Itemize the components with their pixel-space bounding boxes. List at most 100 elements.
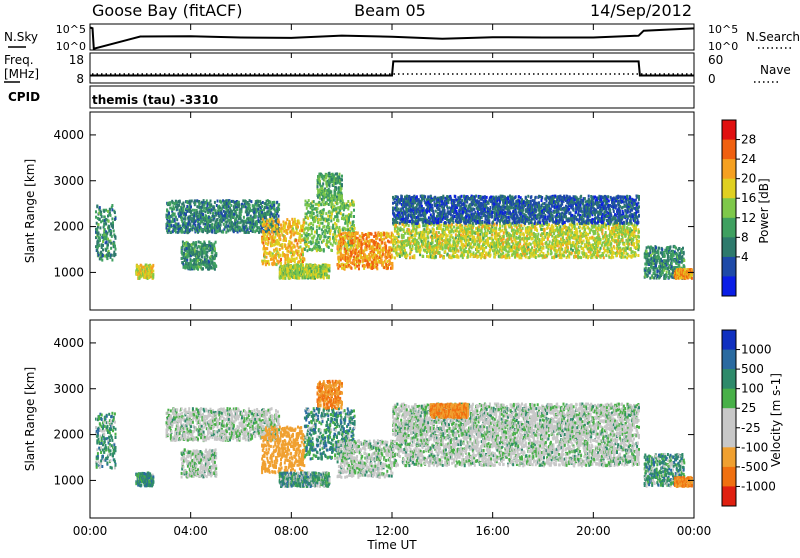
power-cell [321, 228, 323, 231]
power-cell [291, 232, 293, 235]
power-cell [439, 251, 441, 254]
power-cell [403, 246, 405, 249]
power-cell [298, 222, 300, 225]
power-cell [433, 229, 435, 232]
power-cell [109, 208, 111, 211]
power-cell [344, 236, 346, 239]
power-cell [256, 229, 258, 232]
power-cell [330, 216, 332, 219]
power-cell [278, 221, 280, 224]
power-cell [196, 211, 198, 214]
power-cell [112, 226, 114, 229]
power-cell [341, 267, 343, 270]
power-cell [112, 221, 114, 224]
power-cell [481, 247, 483, 250]
power-cell [98, 223, 100, 226]
power-cell [449, 244, 451, 247]
power-cell [294, 246, 296, 249]
power-cell [312, 227, 314, 230]
power-cell [334, 193, 336, 196]
power-cell [399, 255, 401, 258]
power-cell [317, 214, 319, 217]
power-cell [111, 259, 113, 262]
power-cell [353, 215, 355, 218]
power-cell [329, 269, 331, 272]
power-cell [494, 249, 496, 252]
power-cell [435, 255, 437, 258]
power-cell [414, 237, 416, 240]
power-cell [394, 256, 396, 259]
power-cell [452, 252, 454, 255]
power-cell [107, 244, 109, 247]
power-cell [331, 178, 333, 181]
power-cell [340, 247, 342, 250]
power-cell [437, 248, 439, 251]
cpid-text: themis (tau) -3310 [92, 93, 218, 107]
power-cell [342, 232, 344, 235]
power-cell [427, 243, 429, 246]
power-cell [283, 230, 285, 233]
power-cell [349, 222, 351, 225]
power-cell [352, 251, 354, 254]
power-cell [495, 227, 497, 230]
power-cell [265, 242, 267, 245]
power-cell [107, 238, 109, 241]
power-cell [435, 231, 437, 234]
power-cell [178, 222, 180, 225]
power-cell [350, 203, 352, 206]
power-cell [100, 220, 102, 223]
power-cell [106, 241, 108, 244]
power-cell [336, 235, 338, 238]
power-cell [308, 241, 310, 244]
power-cell [499, 227, 501, 230]
power-cell [371, 233, 373, 236]
power-cell [405, 239, 407, 242]
power-cell [353, 203, 355, 206]
power-cell [252, 228, 254, 231]
power-cell [340, 212, 342, 215]
power-cell [298, 260, 300, 263]
power-cell [290, 265, 292, 268]
power-cell [460, 247, 462, 250]
power-cell [268, 263, 270, 266]
power-cell [178, 204, 180, 207]
power-cell [336, 226, 338, 229]
power-cell [321, 198, 323, 201]
power-cell [312, 240, 314, 243]
power-cell [455, 233, 457, 236]
power-cell [257, 200, 259, 203]
power-cell [289, 224, 291, 227]
power-cell [312, 205, 314, 208]
nsearch-tick-bottom: 10^0 [708, 40, 738, 53]
power-cell [469, 234, 471, 237]
power-cell [214, 247, 216, 250]
power-cell [338, 260, 340, 263]
power-cell [505, 249, 507, 252]
power-cell [461, 241, 463, 244]
nave-label: Nave [760, 63, 791, 77]
power-cell [228, 219, 230, 222]
power-cell [346, 204, 348, 207]
power-cell [242, 199, 244, 202]
power-cell [201, 206, 203, 209]
power-cell [168, 212, 170, 215]
power-cell [262, 242, 264, 245]
power-cell [345, 228, 347, 231]
power-cell [110, 242, 112, 245]
power-cell [329, 264, 331, 267]
power-cell [503, 235, 505, 238]
power-cell [332, 203, 334, 206]
power-cell [342, 213, 344, 216]
power-cell [347, 237, 349, 240]
power-cell [210, 266, 212, 269]
power-cell [191, 259, 193, 262]
freq-panel: Freq. [MHz] 18 8 60 0 Nave [4, 53, 791, 86]
power-cell [455, 236, 457, 239]
power-cell [206, 255, 208, 258]
power-cell [316, 225, 318, 228]
power-cell [325, 235, 327, 238]
power-cell [332, 244, 334, 247]
power-cell [276, 230, 278, 233]
power-cell [316, 229, 318, 232]
